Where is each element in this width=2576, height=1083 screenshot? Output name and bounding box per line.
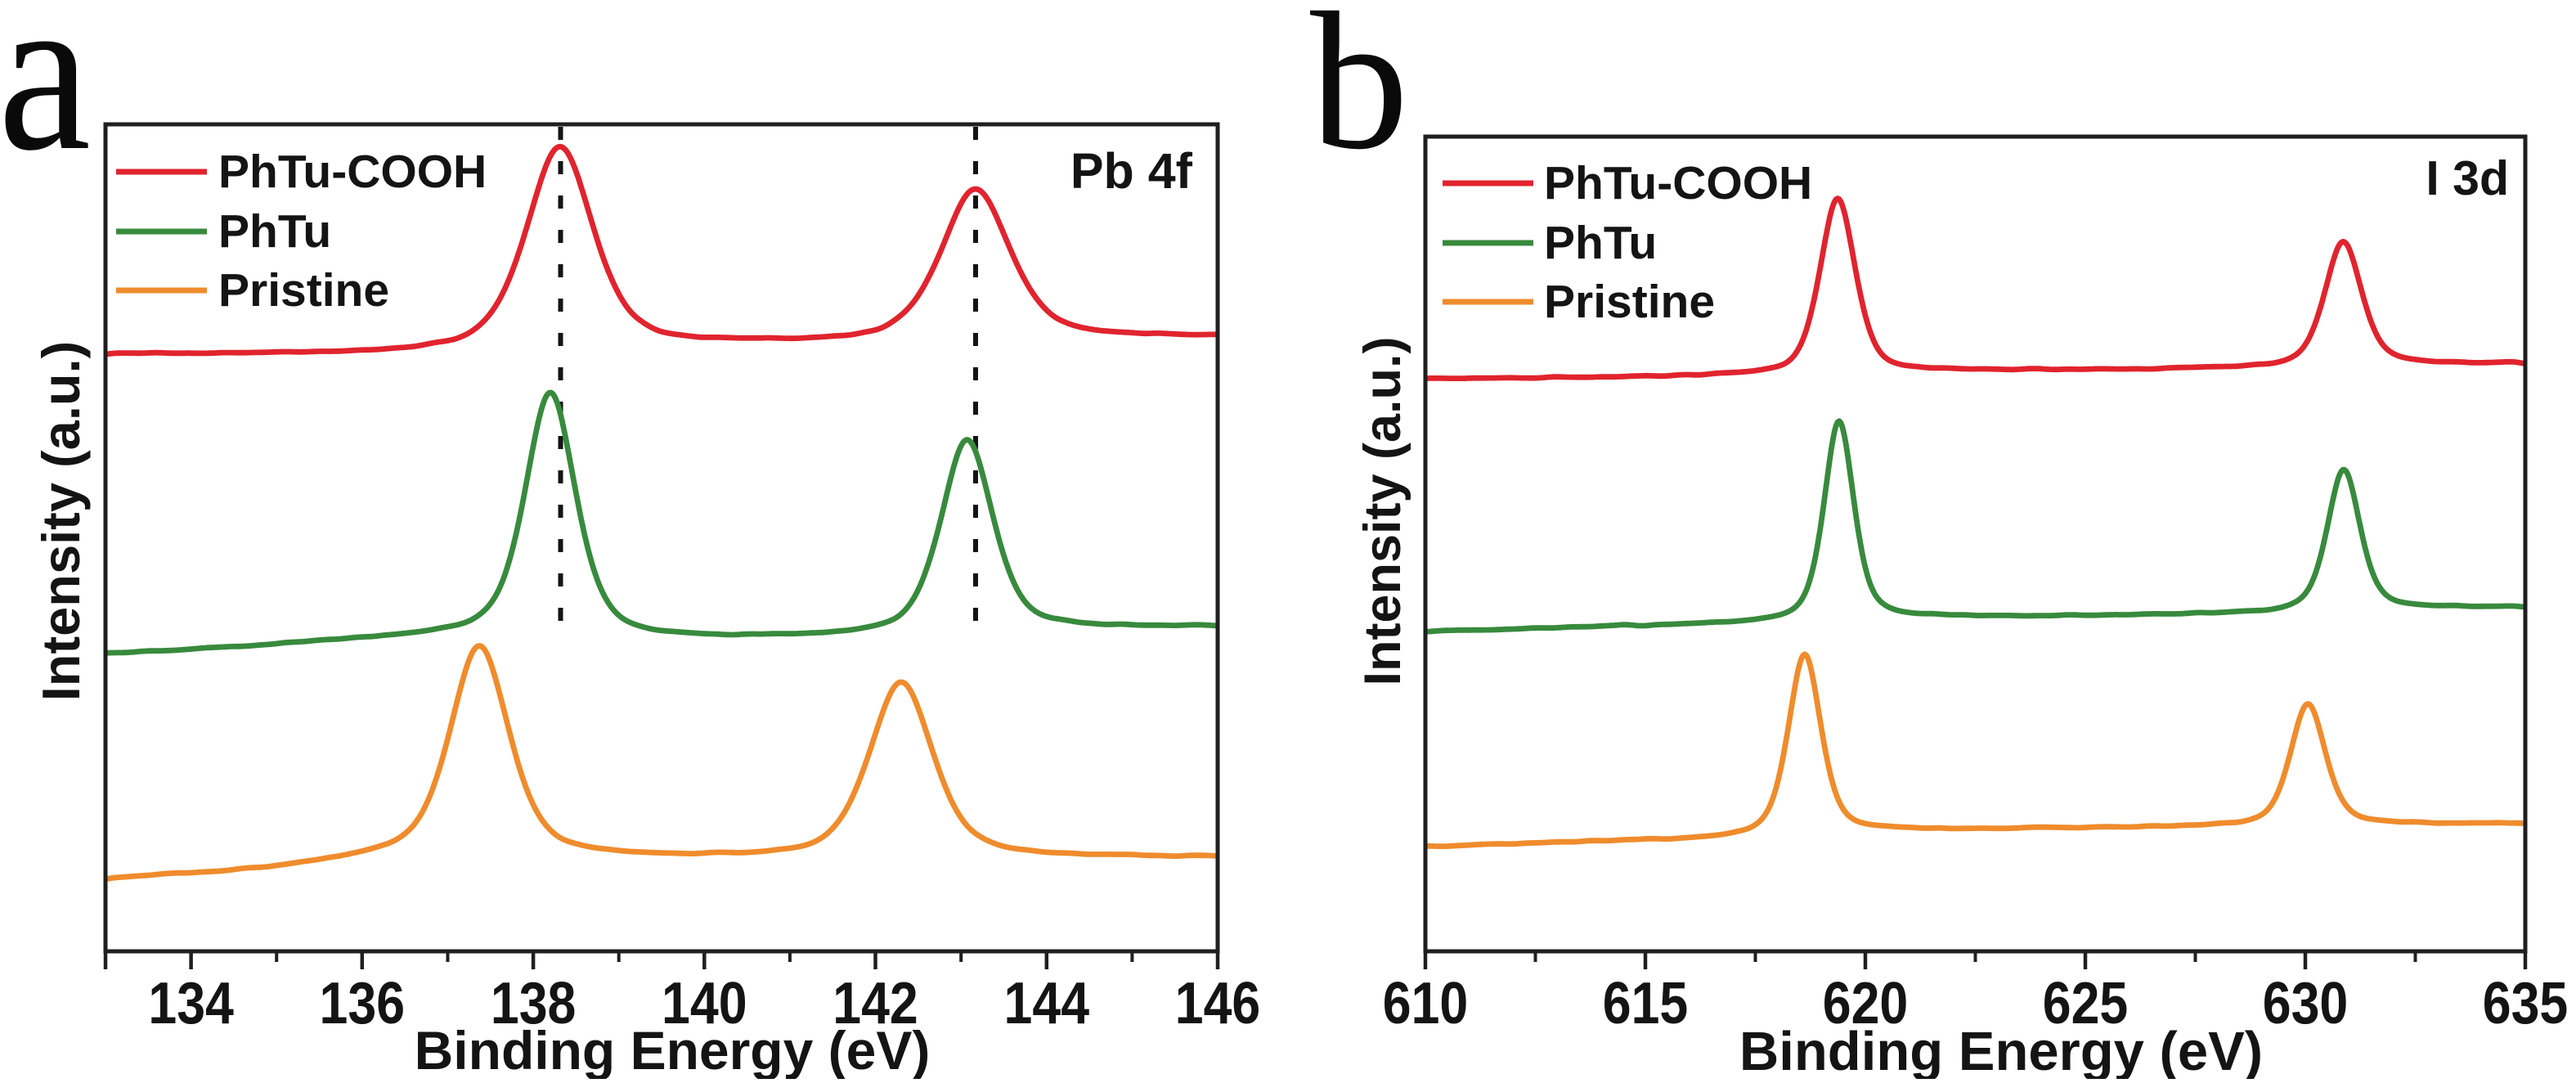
svg-text:Pristine: Pristine (218, 264, 389, 317)
svg-text:I 3d: I 3d (2426, 151, 2509, 205)
svg-text:144: 144 (1004, 971, 1090, 1036)
svg-text:134: 134 (148, 971, 234, 1036)
svg-text:Pb 4f: Pb 4f (1070, 143, 1193, 199)
svg-text:a: a (0, 0, 91, 197)
svg-text:PhTu: PhTu (1544, 217, 1657, 269)
svg-text:138: 138 (491, 971, 576, 1036)
svg-text:146: 146 (1175, 971, 1260, 1036)
svg-text:610: 610 (1383, 971, 1468, 1036)
svg-text:625: 625 (2043, 971, 2128, 1036)
svg-text:b: b (1310, 0, 1409, 191)
svg-text:635: 635 (2483, 971, 2568, 1036)
svg-text:136: 136 (320, 971, 405, 1036)
svg-text:Pristine: Pristine (1544, 276, 1715, 328)
svg-text:PhTu-COOH: PhTu-COOH (1544, 157, 1812, 209)
svg-text:Binding Energy (eV): Binding Energy (eV) (1739, 1021, 2263, 1079)
svg-text:Intensity (a.u.): Intensity (a.u.) (31, 341, 91, 702)
svg-text:Intensity (a.u.): Intensity (a.u.) (1354, 336, 1411, 685)
svg-text:630: 630 (2263, 971, 2348, 1036)
svg-text:615: 615 (1603, 971, 1688, 1036)
svg-text:Binding Energy (eV): Binding Energy (eV) (415, 1020, 931, 1079)
svg-text:140: 140 (662, 971, 747, 1036)
svg-text:620: 620 (1823, 971, 1908, 1036)
svg-text:PhTu-COOH: PhTu-COOH (218, 146, 487, 198)
svg-text:PhTu: PhTu (218, 205, 331, 258)
svg-text:142: 142 (832, 971, 918, 1036)
